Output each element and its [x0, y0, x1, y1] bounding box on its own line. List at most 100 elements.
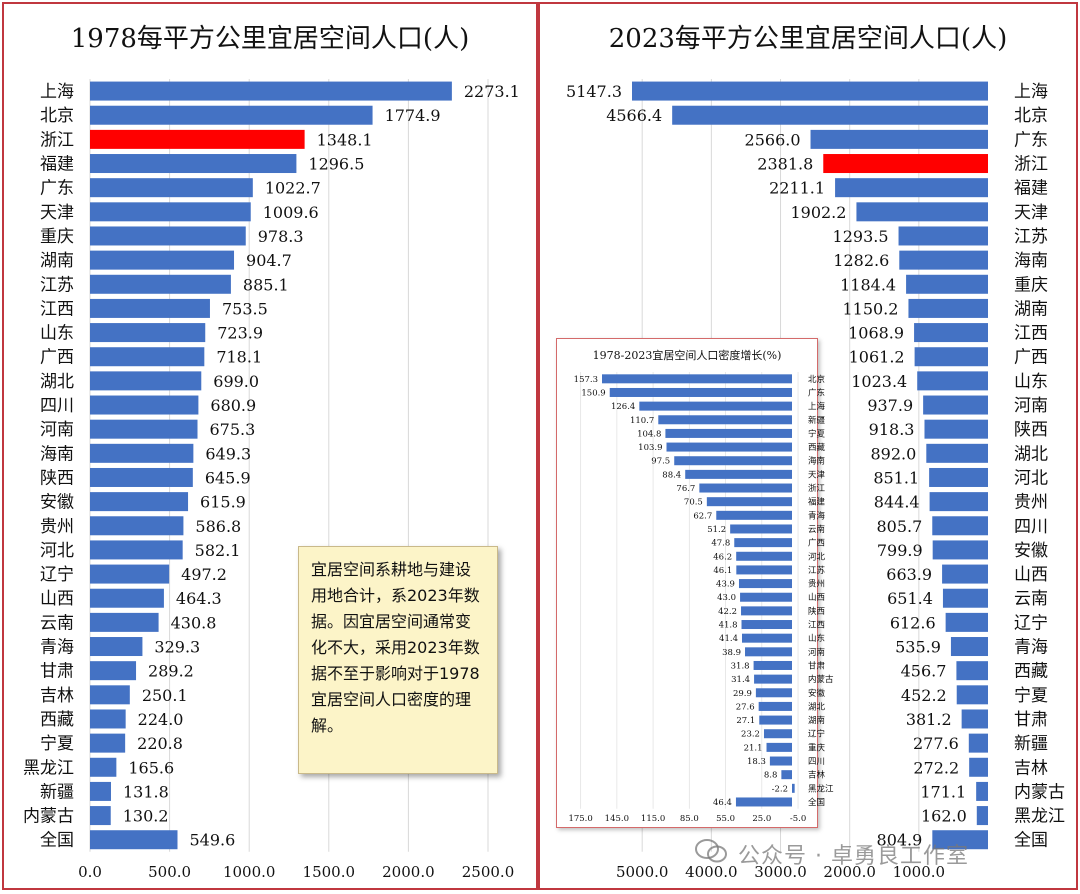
- inset-bar: [766, 742, 792, 752]
- right-category-label: 贵州: [1014, 493, 1048, 513]
- right-category-label: 西藏: [1014, 662, 1048, 682]
- right-x-tick-label: 3000.0: [754, 863, 807, 881]
- inset-bar: [602, 374, 792, 384]
- right-value-label: 804.9: [877, 831, 923, 850]
- left-category-label: 山东: [40, 324, 74, 344]
- left-value-label: 680.9: [210, 396, 256, 415]
- inset-value-label: 46.4: [713, 798, 732, 808]
- right-value-label: 918.3: [869, 420, 915, 439]
- inset-category-label: 青海: [808, 510, 826, 521]
- left-category-label: 重庆: [40, 227, 74, 247]
- right-category-label: 黑龙江: [1014, 807, 1065, 827]
- inset-value-label: 38.9: [722, 648, 741, 658]
- inset-category-label: 安徽: [808, 688, 826, 699]
- left-bar: [90, 443, 194, 463]
- left-category-label: 全国: [40, 831, 74, 851]
- left-category-label: 河南: [40, 420, 74, 440]
- left-value-label: 978.3: [258, 227, 304, 246]
- left-value-label: 1348.1: [317, 130, 373, 149]
- inset-bar: [741, 633, 792, 643]
- inset-value-label: 88.4: [662, 470, 681, 480]
- inset-category-label: 北京: [808, 374, 825, 385]
- left-bar: [90, 806, 111, 826]
- right-x-tick-label: 2000.0: [823, 863, 876, 881]
- inset-value-label: 41.8: [719, 621, 738, 631]
- inset-bar: [609, 387, 792, 397]
- inset-bar: [781, 770, 792, 780]
- left-value-label: 1022.7: [265, 179, 321, 198]
- inset-category-label: 福建: [808, 497, 826, 508]
- right-category-label: 江苏: [1014, 227, 1048, 247]
- inset-bar: [674, 456, 792, 466]
- left-value-label: 582.1: [195, 541, 241, 560]
- left-category-label: 云南: [40, 613, 74, 633]
- right-bar: [929, 467, 988, 487]
- inset-bar: [753, 660, 792, 670]
- note-text: 宜居空间系耕地与建设用地合计，系2023年数据。因宜居空间通常变化不大，采用20…: [311, 560, 480, 735]
- watermark-text: 公众号 · 卓勇良工作室: [738, 844, 969, 869]
- left-category-label: 甘肃: [40, 662, 74, 682]
- left-bar: [90, 323, 206, 343]
- right-bar: [810, 129, 988, 149]
- right-value-label: 1023.4: [851, 372, 907, 391]
- inset-category-label: 新疆: [808, 415, 826, 426]
- right-category-label: 甘肃: [1014, 710, 1048, 730]
- inset-value-label: 62.7: [693, 511, 712, 521]
- right-value-label: 162.0: [921, 807, 967, 826]
- inset-bar: [763, 729, 792, 739]
- left-bar: [90, 733, 126, 753]
- inset-category-label: 湖北: [808, 702, 826, 712]
- left-bar: [90, 830, 178, 850]
- inset-bar: [741, 620, 792, 630]
- inset-value-label: 47.8: [711, 539, 730, 549]
- left-bar: [90, 588, 164, 608]
- inset-category-label: 河南: [808, 647, 825, 658]
- left-bar: [90, 226, 246, 246]
- right-bar: [924, 419, 988, 439]
- right-category-label: 山西: [1014, 565, 1048, 585]
- inset-chart: 175.0 145.0 115.0 85.0 55.0 25.0 -5.0 北京 157.3 广东…: [568, 372, 834, 824]
- left-bar: [90, 637, 143, 657]
- left-value-label: 2273.1: [464, 82, 520, 101]
- left-category-label: 山西: [40, 589, 74, 609]
- right-value-label: 1902.2: [790, 203, 846, 222]
- inset-value-label: -2.2: [772, 784, 788, 794]
- left-bar: [90, 516, 184, 536]
- right-value-label: 277.6: [913, 734, 959, 753]
- inset-category-label: 湖南: [808, 715, 825, 726]
- right-bar: [899, 250, 988, 270]
- left-category-label: 安徽: [40, 493, 74, 513]
- left-value-label: 430.8: [171, 613, 217, 632]
- right-bar: [908, 298, 988, 318]
- left-bar: [90, 371, 202, 391]
- right-category-label: 重庆: [1014, 275, 1048, 295]
- right-value-label: 844.4: [874, 493, 920, 512]
- inset-value-label: 8.8: [764, 771, 778, 781]
- right-category-label: 北京: [1014, 106, 1048, 126]
- right-bar: [672, 105, 988, 125]
- inset-value-label: 43.9: [716, 580, 735, 590]
- left-value-label: 250.1: [142, 686, 188, 705]
- left-category-label: 宁夏: [40, 734, 74, 754]
- inset-bar: [758, 701, 792, 711]
- right-x-tick-label: 1000.0: [893, 863, 946, 881]
- inset-value-label: 157.3: [574, 375, 598, 385]
- inset-bar: [716, 510, 792, 520]
- right-bar: [945, 612, 988, 632]
- right-category-label: 全国: [1014, 831, 1048, 851]
- inset-value-label: 42.2: [718, 607, 737, 617]
- inset-bar: [792, 783, 795, 793]
- left-bar: [90, 129, 305, 149]
- right-category-label: 山东: [1014, 372, 1048, 392]
- right-category-label: 河南: [1014, 396, 1048, 416]
- right-bar: [956, 685, 988, 705]
- right-value-label: 456.7: [901, 662, 947, 681]
- right-value-label: 663.9: [886, 565, 932, 584]
- note-box: 宜居空间系耕地与建设用地合计，系2023年数据。因宜居空间通常变化不大，采用20…: [298, 546, 498, 774]
- left-bar: [90, 419, 198, 439]
- inset-value-label: 104.8: [637, 429, 661, 439]
- right-category-label: 江西: [1014, 324, 1048, 344]
- right-bar: [942, 588, 988, 608]
- left-x-tick-label: 1500.0: [303, 863, 356, 881]
- inset-category-label: 江西: [808, 621, 825, 631]
